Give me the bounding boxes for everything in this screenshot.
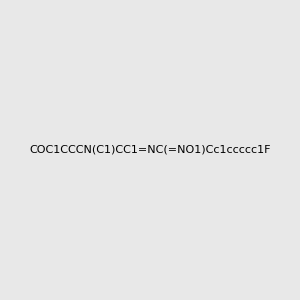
Text: COC1CCCN(C1)CC1=NC(=NO1)Cc1ccccc1F: COC1CCCN(C1)CC1=NC(=NO1)Cc1ccccc1F	[29, 145, 271, 155]
